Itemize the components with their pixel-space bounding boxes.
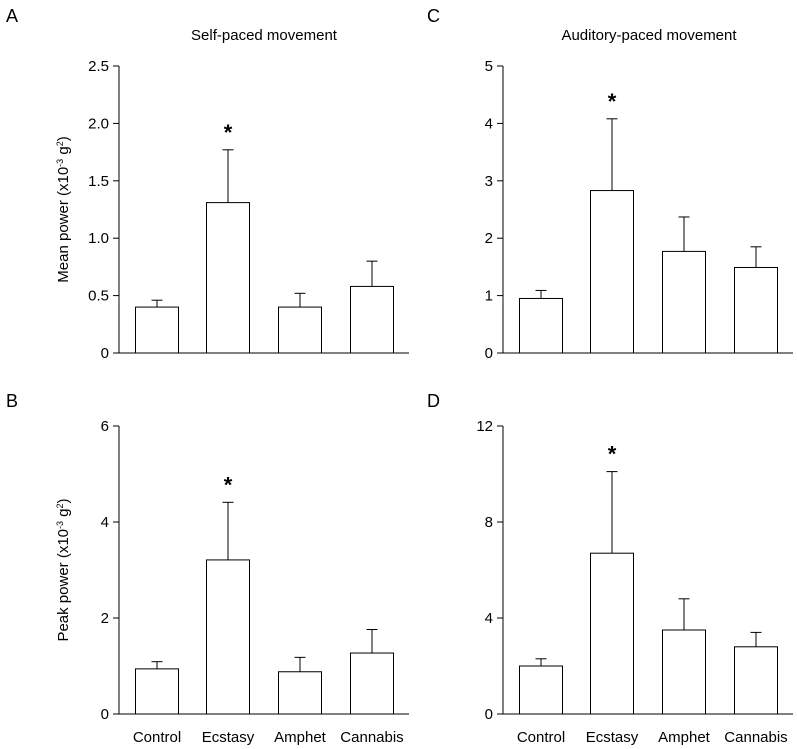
y-tick-label: 0 [485,706,493,723]
y-axis-label-superscript: -3 [55,521,65,529]
y-tick-label: 4 [485,115,493,132]
significance-marker: * [608,442,617,467]
x-category-label: Ecstasy [202,729,255,746]
y-axis-label-superscript: 2 [55,141,65,146]
y-tick-label: 12 [476,418,493,435]
bar-cannabis [350,285,394,354]
bar-ecstasy [590,552,634,715]
panel-D: D 0 4 8 12 Control * Ecstasy Amphet Cannabis [427,391,793,746]
y-tick-label: 0.5 [88,288,109,305]
panel-letter: A [6,6,18,26]
y-tick-label: 4 [485,610,493,627]
panel-C: C Auditory-paced movement 0 1 2 3 4 5 * [427,6,793,362]
y-tick-label: 1.5 [88,173,109,190]
y-tick-label: 6 [101,418,109,435]
y-axis-label-part: Peak power (x10 [55,529,72,642]
bar-amphet [662,629,706,715]
panel-title: Self-paced movement [191,27,338,44]
y-axis-label-part: ) [55,498,72,503]
significance-marker: * [608,89,617,114]
y-tick-label: 2.5 [88,58,109,75]
y-axis-label-part: Mean power (x10 [55,167,72,283]
x-category-label: Ecstasy [586,729,639,746]
y-tick-label: 3 [485,173,493,190]
y-tick-label: 0 [101,706,109,723]
bar-ecstasy [590,190,634,354]
y-tick-label: 2 [101,610,109,627]
y-tick-label: 8 [485,514,493,531]
bar-ecstasy [206,559,250,715]
y-axis-label-superscript: 2 [55,503,65,508]
y-tick-label: 2 [485,230,493,247]
x-category-label: Control [517,729,565,746]
x-category-label: Amphet [274,729,327,746]
x-category-label: Amphet [658,729,711,746]
x-category-label: Cannabis [340,729,403,746]
panel-letter: D [427,391,440,411]
y-tick-label: 2.0 [88,115,109,132]
bar-amphet [278,306,322,354]
y-axis-label: Peak power (x10-3 g2) [55,498,72,641]
panel-title: Auditory-paced movement [561,27,737,44]
bar-ecstasy [206,202,250,354]
bar-control [135,306,179,354]
bar-control [135,668,179,715]
bar-cannabis [734,266,778,354]
y-tick-label: 1.0 [88,230,109,247]
bar-cannabis [350,652,394,715]
y-tick-label: 0 [101,345,109,362]
bar-amphet [662,250,706,354]
bar-amphet [278,671,322,715]
panel-A: A Self-paced movement 0 0.5 1.0 1.5 2.0 2.5 Mean… [6,6,409,362]
significance-marker: * [224,472,233,497]
x-category-label: Cannabis [724,729,787,746]
y-tick-label: 4 [101,514,109,531]
bar-control [519,665,563,715]
bar-cannabis [734,646,778,715]
y-axis-label: Mean power (x10-3 g2) [55,136,72,282]
x-category-label: Control [133,729,181,746]
panel-letter: B [6,391,18,411]
significance-marker: * [224,120,233,145]
y-axis-label-part: ) [55,136,72,141]
y-tick-label: 0 [485,345,493,362]
bar-control [519,297,563,354]
y-axis-label-superscript: -3 [55,159,65,167]
y-axis-label-part: g [55,508,72,521]
y-tick-label: 5 [485,58,493,75]
y-axis-label-part: g [55,146,72,159]
y-tick-label: 1 [485,288,493,305]
panel-letter: C [427,6,440,26]
